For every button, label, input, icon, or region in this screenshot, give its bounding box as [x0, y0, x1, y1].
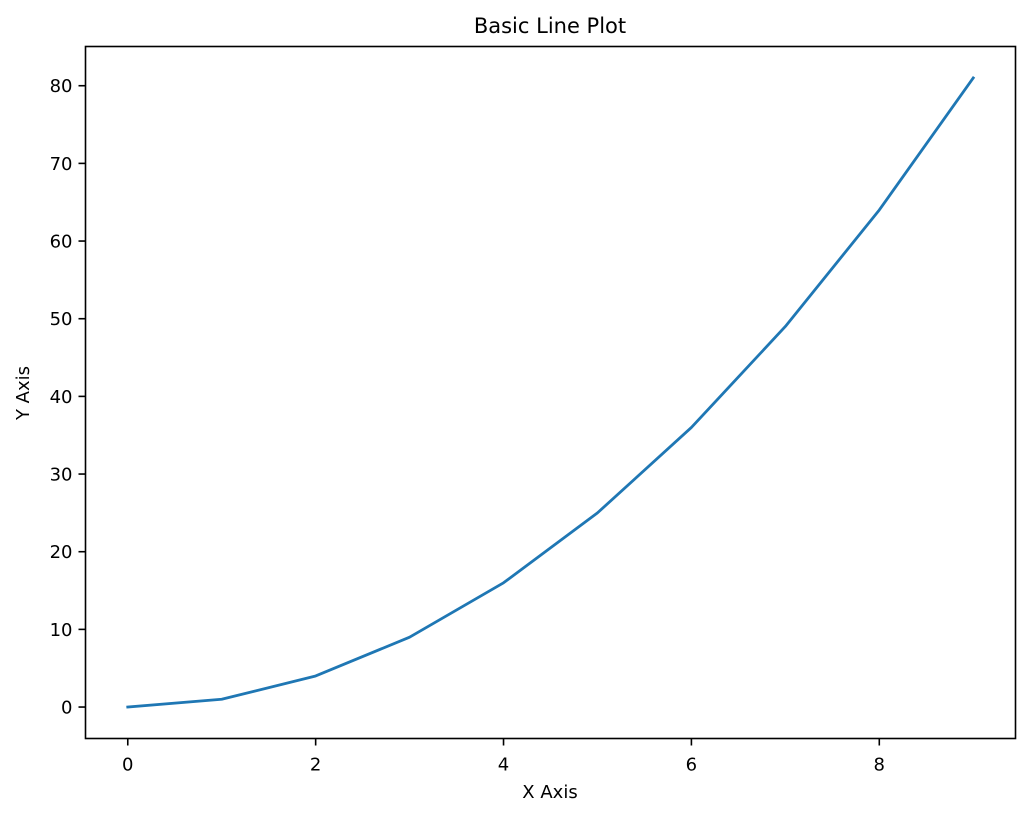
y-tick-label: 40: [50, 387, 73, 408]
y-tick-label: 80: [50, 76, 73, 97]
x-tick-label: 6: [686, 755, 697, 776]
plot-frame: [84, 45, 1017, 740]
x-tick-label: 4: [498, 755, 509, 776]
x-tick-label: 8: [874, 755, 885, 776]
y-axis-ticks: 0 10 20 30 40 50 60 70 80: [50, 76, 86, 719]
x-axis-label: X Axis: [522, 782, 577, 803]
y-tick-label: 20: [50, 542, 73, 563]
y-tick-label: 50: [50, 309, 73, 330]
x-tick-label: 2: [310, 755, 321, 776]
chart-title: Basic Line Plot: [474, 14, 626, 38]
y-tick-label: 60: [50, 232, 73, 253]
y-tick-label: 10: [50, 620, 73, 641]
x-tick-label: 0: [122, 755, 133, 776]
y-tick-label: 70: [50, 154, 73, 175]
y-axis-label: Y Axis: [13, 366, 34, 421]
plot-area: [85, 46, 1016, 739]
y-tick-label: 30: [50, 465, 73, 486]
x-axis-ticks: 0 2 4 6 8: [122, 738, 885, 776]
series-line: [126, 75, 976, 709]
y-tick-label: 0: [61, 698, 72, 719]
